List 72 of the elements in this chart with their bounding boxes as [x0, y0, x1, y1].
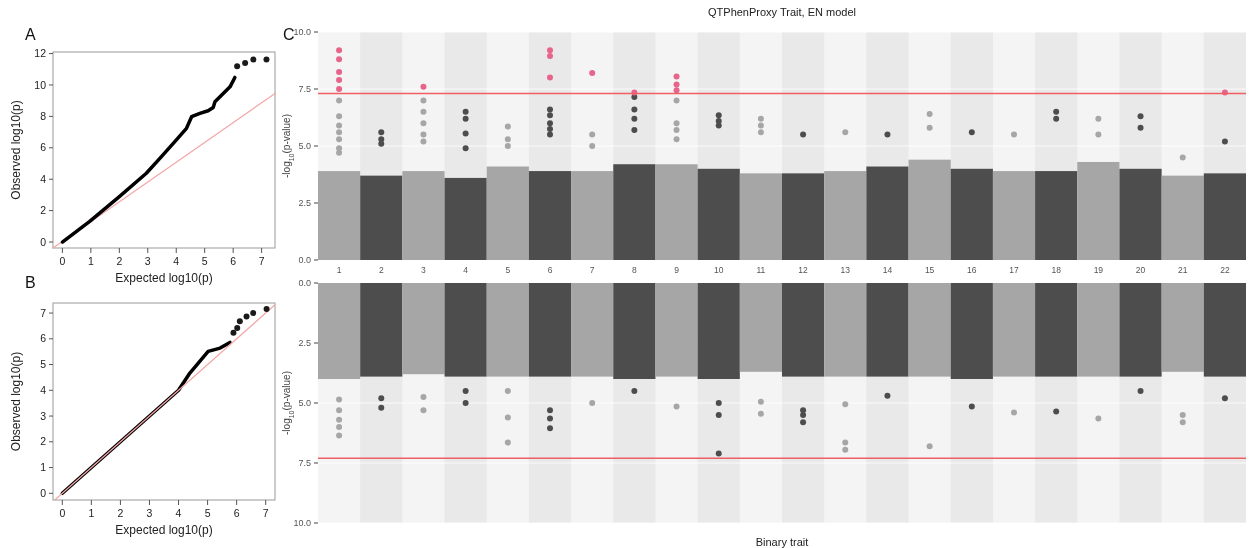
x-tick-label: 3 [146, 507, 153, 519]
x-tick-label: 19 [1093, 265, 1104, 275]
x-tick-label: 6 [547, 265, 553, 275]
y-tick-label: 1 [40, 461, 47, 474]
y-tick-label: 8 [40, 110, 47, 123]
x-tick-label: 18 [1051, 265, 1062, 275]
y-tick-label: 6 [40, 332, 47, 345]
x-tick-label: 17 [1009, 265, 1019, 275]
y-tick-label: 4 [40, 383, 47, 396]
text: C [283, 26, 295, 43]
x-tick-label: 7 [589, 265, 595, 275]
x-tick-label: 12 [798, 265, 809, 275]
x-tick-label: 11 [756, 265, 766, 275]
x-axis-title: Binary trait [755, 536, 809, 548]
chart-title: QTPhenProxy Trait, EN model [708, 6, 856, 18]
x-axis-title: Expected log10(p) [115, 271, 213, 285]
y-tick-label: 2 [40, 435, 47, 448]
x-tick-label: 1 [87, 255, 94, 267]
x-tick-label: 7 [258, 255, 265, 267]
x-tick-label: 3 [421, 265, 427, 275]
y-tick-label: 2.5 [298, 338, 311, 349]
x-tick-label: 5 [204, 507, 211, 519]
x-tick-label: 9 [674, 265, 680, 275]
x-tick-label: 20 [1135, 265, 1146, 275]
x-tick-label: 22 [1220, 265, 1230, 275]
y-tick-label: 10.0 [293, 27, 311, 38]
y-tick-label: 0 [40, 235, 47, 248]
y-tick-label: 5.0 [298, 398, 311, 409]
x-tick-label: 6 [233, 507, 240, 519]
x-tick-label: 15 [924, 265, 935, 275]
y-tick-label: 4 [40, 172, 47, 185]
x-tick-label: 13 [840, 265, 851, 275]
x-tick-label: 4 [463, 265, 469, 275]
y-tick-label: 0 [40, 486, 47, 499]
x-tick-label: 2 [116, 255, 123, 267]
y-tick-label: 10.0 [293, 518, 311, 529]
y-tick-label: 12 [34, 47, 47, 60]
y-tick-label: 7.5 [298, 84, 311, 95]
text: B [25, 274, 36, 291]
x-axis-title: Expected log10(p) [115, 523, 213, 537]
x-tick-label: 4 [175, 507, 182, 519]
y-tick-label: 10 [34, 78, 47, 91]
y-tick-label: 2.5 [298, 198, 311, 209]
x-tick-label: 21 [1177, 265, 1188, 275]
x-tick-label: 2 [378, 265, 384, 275]
x-tick-label: 0 [59, 507, 66, 519]
text: A [25, 26, 36, 43]
y-tick-label: 3 [40, 409, 47, 422]
y-tick-label: 7 [40, 306, 47, 319]
x-tick-label: 7 [262, 507, 269, 519]
x-tick-label: 1 [88, 507, 95, 519]
y-tick-label: 2 [40, 204, 47, 217]
y-tick-label: 0.0 [298, 278, 311, 289]
x-tick-label: 8 [632, 265, 637, 275]
x-tick-label: 10 [713, 265, 724, 275]
x-tick-label: 6 [230, 255, 237, 267]
y-tick-label: 5 [40, 358, 47, 371]
x-tick-label: 5 [201, 255, 208, 267]
x-tick-label: 3 [144, 255, 151, 267]
y-tick-label: 0.0 [298, 255, 311, 266]
y-tick-label: 5.0 [298, 141, 311, 152]
y-axis-title: Observed log10(p) [9, 100, 23, 200]
x-tick-label: 1 [336, 265, 342, 275]
x-tick-label: 14 [882, 265, 893, 275]
y-axis-title: Observed log10(p) [9, 351, 23, 452]
y-tick-label: 6 [40, 141, 47, 154]
x-tick-label: 5 [505, 265, 511, 275]
x-tick-label: 2 [117, 507, 124, 519]
y-tick-label: 7.5 [298, 458, 311, 469]
x-tick-label: 4 [173, 255, 180, 267]
x-tick-label: 0 [59, 255, 66, 267]
x-tick-label: 16 [967, 265, 977, 275]
